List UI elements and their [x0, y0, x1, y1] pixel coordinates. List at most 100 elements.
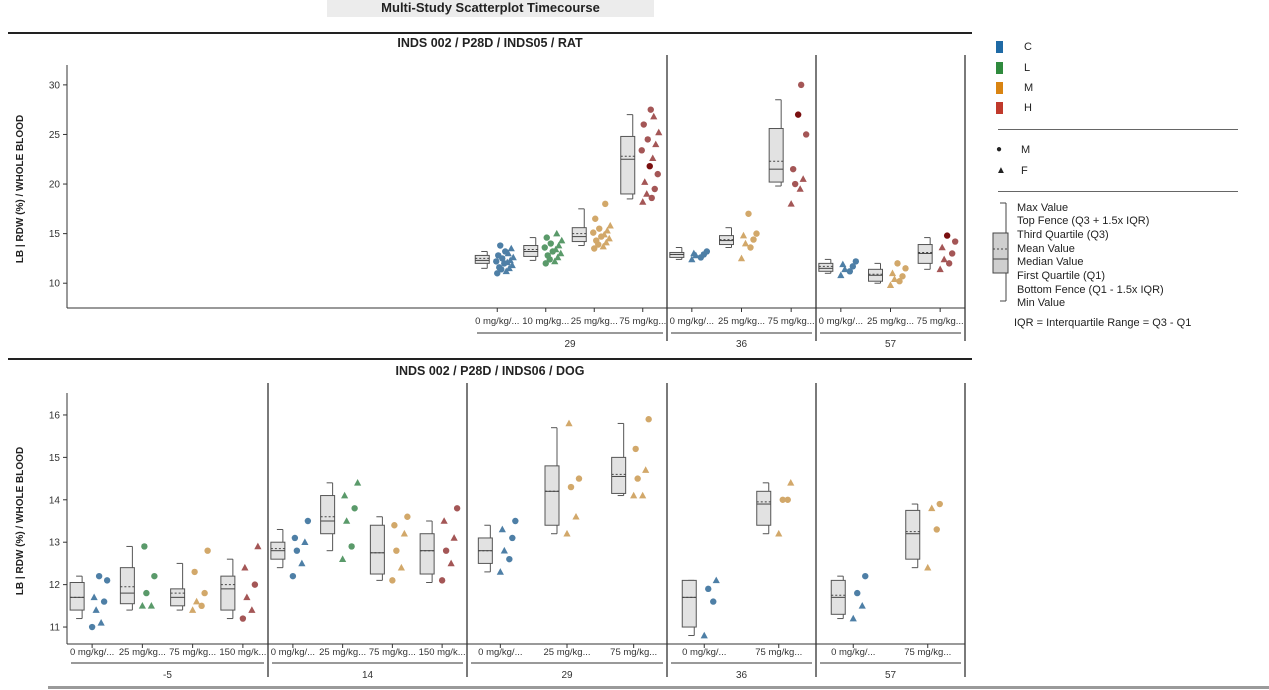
- data-point-male: [846, 268, 854, 275]
- legend-label-female: F: [1021, 165, 1028, 177]
- box-iqr: [768, 128, 784, 183]
- day-label: 36: [736, 339, 748, 350]
- data-point-female: [841, 265, 849, 273]
- day-label: 57: [885, 670, 897, 681]
- legend-swatch-l: [996, 62, 1003, 74]
- data-point-male: [862, 572, 869, 580]
- data-point-male: [291, 534, 299, 542]
- data-point-female: [551, 257, 559, 265]
- data-point-male: [575, 475, 583, 482]
- data-point-female: [890, 275, 899, 283]
- data-point-female: [343, 517, 351, 524]
- data-point-male: [602, 200, 609, 208]
- boxplot-key-icon: [992, 202, 1009, 302]
- data-point-male: [596, 225, 603, 232]
- x-category-label: 25 mg/kg...: [867, 316, 914, 327]
- data-point-male: [797, 81, 805, 89]
- data-point-male: [651, 185, 658, 193]
- x-category-label: 75 mg/kg...: [768, 316, 815, 327]
- box-key-top-fence: Top Fence (Q3 + 1.5x IQR): [1017, 215, 1150, 227]
- data-point-male: [497, 242, 504, 249]
- data-point-male: [506, 555, 513, 563]
- box-iqr: [320, 495, 336, 535]
- x-category-label: 0 mg/kg/...: [478, 647, 522, 658]
- page-title: Multi-Study Scatterplot Timecourse: [327, 0, 654, 17]
- data-point-female: [254, 542, 262, 550]
- legend-label-l: L: [1024, 62, 1031, 74]
- data-point-male: [710, 598, 717, 605]
- y-tick-label: 25: [49, 130, 61, 141]
- data-point-male: [293, 547, 301, 554]
- y-tick-label: 10: [49, 279, 61, 290]
- data-point-female: [339, 555, 347, 562]
- x-category-label: 0 mg/kg/...: [70, 647, 114, 658]
- data-point-female: [938, 243, 946, 251]
- x-category-label: 25 mg/kg...: [571, 316, 618, 327]
- data-point-female: [799, 175, 807, 182]
- data-point-female: [886, 281, 895, 288]
- data-point-female: [643, 190, 651, 197]
- data-point-male: [896, 278, 903, 285]
- data-point-female: [558, 236, 566, 244]
- x-category-label: 75 mg/kg...: [904, 647, 951, 658]
- data-point-female: [796, 185, 804, 192]
- bottom-divider: [48, 686, 1269, 689]
- data-point-female: [557, 249, 565, 257]
- box-key-min: Min Value: [1017, 297, 1066, 309]
- data-point-female: [606, 221, 614, 229]
- data-point-female: [837, 271, 845, 279]
- day-label: 57: [885, 339, 897, 350]
- data-point-female: [341, 491, 349, 499]
- data-point-male: [495, 252, 502, 259]
- data-point-female: [888, 269, 897, 277]
- data-point-male: [542, 260, 549, 267]
- y-tick-label: 12: [49, 580, 61, 591]
- data-point-female: [400, 529, 408, 537]
- data-point-female: [712, 576, 720, 584]
- data-point-female: [639, 198, 647, 205]
- data-point-female: [509, 253, 517, 261]
- data-point-male: [936, 500, 943, 508]
- data-point-female: [639, 491, 647, 499]
- data-point-female: [508, 261, 516, 269]
- data-point-female: [928, 504, 936, 512]
- data-point-male: [791, 180, 799, 188]
- data-point-female: [138, 602, 146, 609]
- box-key-mean: Mean Value: [1017, 243, 1075, 255]
- box-iqr: [611, 456, 627, 494]
- data-point-female: [503, 258, 511, 266]
- data-point-female: [630, 491, 638, 499]
- data-point-male: [705, 585, 712, 593]
- legend-label-c: C: [1024, 41, 1032, 53]
- data-point-male: [502, 248, 509, 255]
- data-point-male: [747, 244, 754, 251]
- legend-separator: [998, 129, 1238, 130]
- legend-label-h: H: [1024, 102, 1032, 114]
- chart-title-rat: INDS 002 / P28D / INDS05 / RAT: [397, 36, 583, 50]
- data-point-male: [494, 270, 501, 277]
- data-point-male: [453, 505, 461, 512]
- data-point-male: [802, 131, 810, 138]
- day-label: 29: [561, 670, 573, 681]
- data-point-male: [103, 577, 111, 584]
- box-iqr: [69, 582, 85, 611]
- data-point-male: [902, 265, 909, 272]
- data-point-female: [354, 479, 362, 486]
- data-point-male: [591, 245, 598, 252]
- data-point-male: [541, 244, 548, 251]
- data-point-female: [649, 154, 657, 162]
- x-category-label: 25 mg/kg...: [544, 647, 591, 658]
- data-point-female: [641, 178, 649, 185]
- data-point-male: [948, 250, 956, 257]
- x-category-label: 150 mg/k...: [419, 647, 466, 658]
- data-point-female: [447, 559, 455, 567]
- legend-swatch-h: [996, 102, 1003, 114]
- box-iqr: [681, 579, 697, 628]
- y-tick-label: 15: [49, 229, 61, 240]
- data-point-female: [496, 568, 504, 575]
- data-point-female: [507, 244, 515, 252]
- data-point-female: [858, 602, 866, 609]
- data-point-female: [924, 563, 932, 571]
- day-label: 36: [736, 670, 748, 681]
- data-point-male: [849, 263, 857, 270]
